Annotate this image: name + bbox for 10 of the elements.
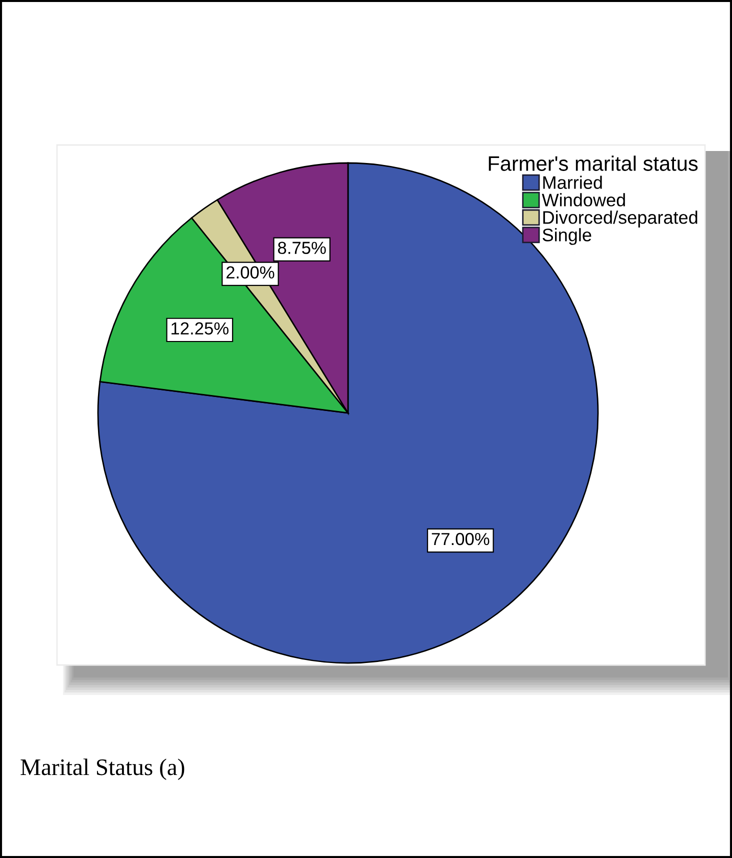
data-label: 77.00% xyxy=(432,532,490,546)
legend-label: Windowed xyxy=(542,193,625,206)
legend-label: Married xyxy=(543,176,602,189)
legend-label: Divorced/separated xyxy=(543,210,698,228)
text: Marital Status (a) xyxy=(20,758,184,780)
legend-label: Single xyxy=(542,228,592,245)
data-label: 8.75% xyxy=(278,242,326,254)
data-label: 12.25% xyxy=(172,322,228,335)
legend-title: Farmer's marital status xyxy=(488,156,698,171)
data-label: 2.00% xyxy=(226,266,274,279)
